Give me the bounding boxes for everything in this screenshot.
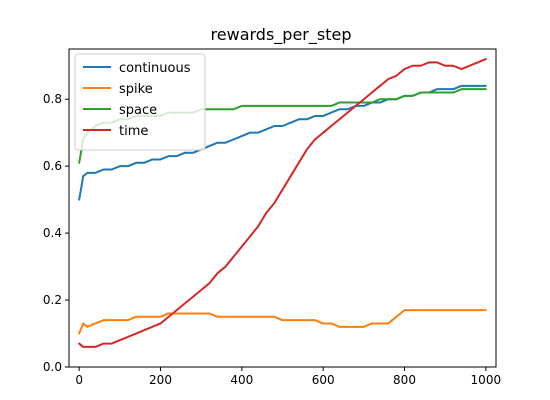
x-tick-label: 400	[230, 373, 253, 387]
legend-label-time: time	[119, 124, 148, 139]
y-tick-label: 0.4	[43, 226, 62, 240]
axes-frame	[68, 48, 497, 368]
legend-label-spike: spike	[119, 82, 153, 97]
y-tick-label: 0.0	[43, 360, 62, 374]
x-tick-label: 800	[393, 373, 416, 387]
x-tick-label: 600	[312, 373, 335, 387]
axes: 0 200 400 600 800 1000 0.0 0.2 0.4 0.6 0.8	[43, 48, 502, 387]
chart-title: rewards_per_step	[211, 25, 352, 45]
y-tick-label: 0.8	[43, 92, 62, 106]
series-line-time	[78, 58, 487, 348]
series-line-spike	[78, 309, 487, 335]
x-tick-label: 200	[149, 373, 172, 387]
y-tick-label: 0.6	[43, 159, 62, 173]
x-tick-label: 0	[75, 373, 83, 387]
legend-label-space: space	[119, 103, 157, 118]
y-tick-label: 0.2	[43, 293, 62, 307]
legend: continuous spike space time	[74, 53, 206, 151]
legend-box	[74, 53, 206, 151]
x-tick-label: 1000	[471, 373, 502, 387]
legend-label-continuous: continuous	[119, 61, 191, 76]
